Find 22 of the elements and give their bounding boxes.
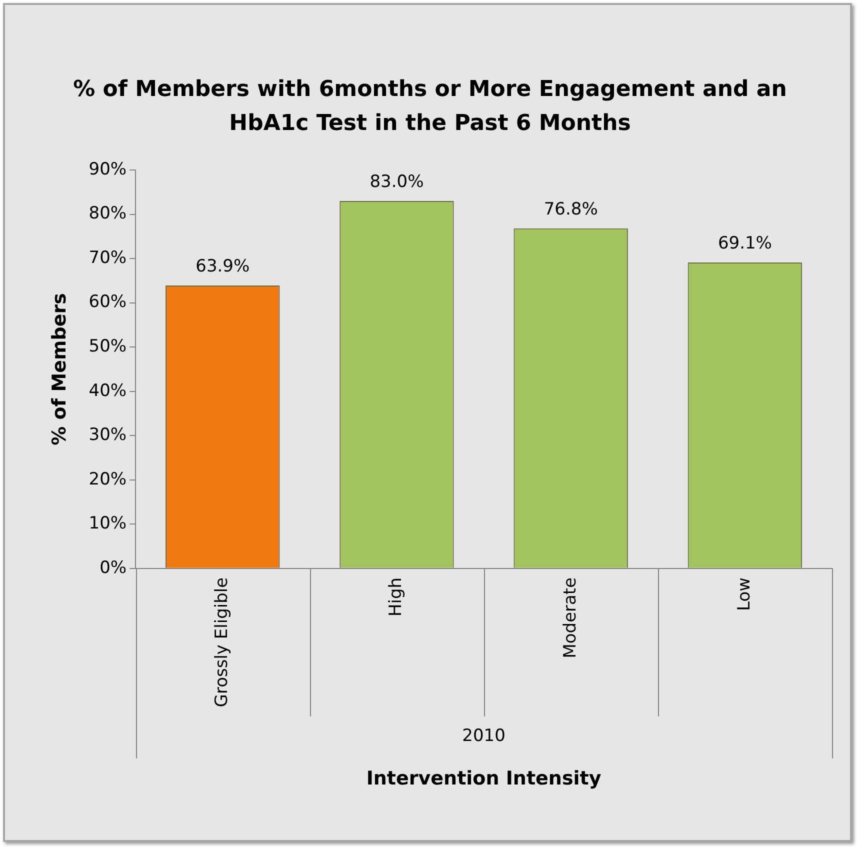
y-tick-label: 20% bbox=[88, 469, 127, 490]
y-tick-label: 60% bbox=[88, 292, 127, 312]
y-tick-label: 40% bbox=[88, 380, 127, 401]
x-tick-label: Grossly Eligible bbox=[212, 577, 232, 708]
y-tick-label: 0% bbox=[100, 558, 127, 578]
y-tick-label: 70% bbox=[88, 248, 127, 268]
y-tick-label: 90% bbox=[88, 159, 127, 180]
text: 2010 bbox=[462, 726, 506, 746]
data-label: 69.1% bbox=[718, 233, 772, 254]
data-label: 76.8% bbox=[544, 199, 598, 220]
x-tick-label: Low bbox=[734, 577, 754, 611]
x-tick-label: Moderate bbox=[560, 577, 580, 658]
y-tick-label: 30% bbox=[88, 425, 127, 446]
data-label: 83.0% bbox=[370, 172, 424, 192]
chart-title: % of Members with 6months or More Engagement and an HbA1c Test in the Past 6 Months bbox=[72, 76, 788, 138]
y-tick-label: 10% bbox=[88, 514, 127, 534]
y-axis-title: % of Members bbox=[48, 293, 70, 446]
y-tick-label: 80% bbox=[88, 204, 127, 224]
x-axis-title: Intervention Intensity bbox=[366, 768, 602, 790]
data-label: 63.9% bbox=[196, 256, 250, 276]
x-tick-label: High bbox=[386, 577, 406, 617]
y-tick-label: 50% bbox=[88, 336, 127, 357]
